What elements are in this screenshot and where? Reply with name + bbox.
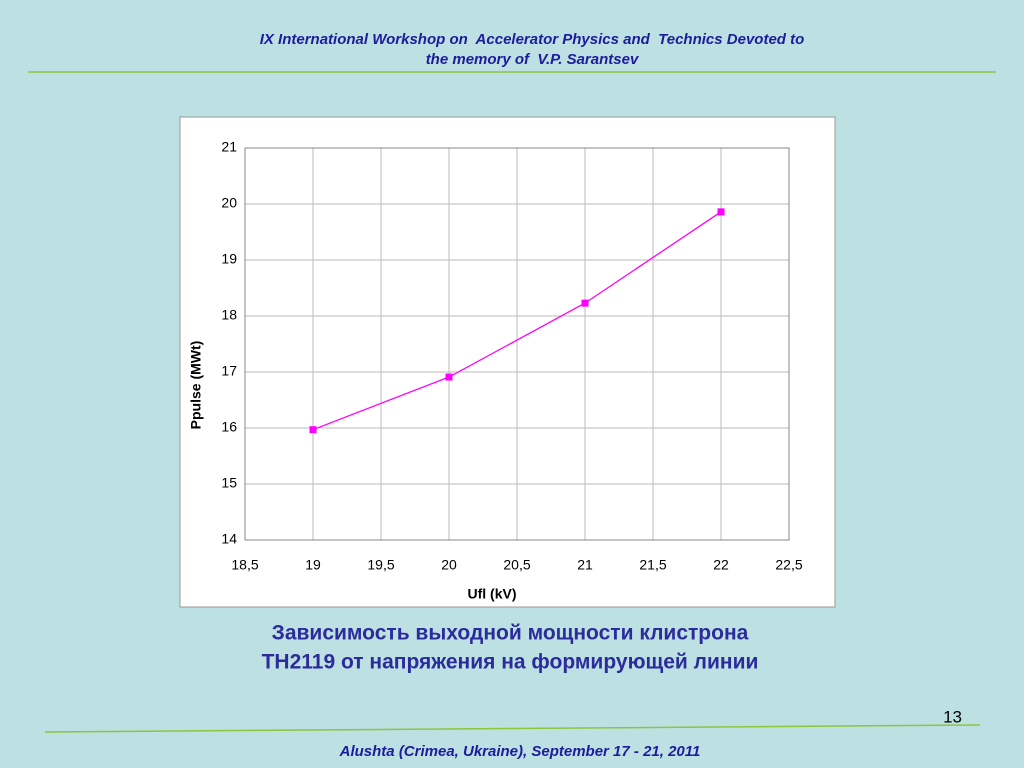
marker xyxy=(581,299,589,307)
x-tick-label: 22,5 xyxy=(775,557,802,573)
y-tick-label: 15 xyxy=(221,475,237,491)
caption: Зависимость выходной мощности клистрона xyxy=(272,622,749,645)
x-tick-label: 22 xyxy=(713,557,729,573)
x-tick-label: 20 xyxy=(441,557,457,573)
y-tick-label: 18 xyxy=(221,307,237,323)
line xyxy=(312,211,722,431)
marker xyxy=(717,208,725,216)
footer: Alushta (Crimea, Ukraine), September 17 … xyxy=(339,743,701,760)
header-title: the memory of V.P. Sarantsev xyxy=(426,51,640,68)
x-tick-label: 21 xyxy=(577,557,593,573)
x-tick-label: 18,5 xyxy=(231,557,258,573)
y-tick-label: 20 xyxy=(221,195,237,211)
x-tick-label: 19 xyxy=(305,557,321,573)
x-tick-label: 19,5 xyxy=(367,557,394,573)
y-tick-label: 14 xyxy=(221,531,237,547)
chart-panel xyxy=(179,116,836,608)
y-tick-label: 19 xyxy=(221,251,237,267)
x-tick-label: 21,5 xyxy=(639,557,666,573)
caption: ТН2119 от напряжения на формирующей лини… xyxy=(262,651,759,674)
marker xyxy=(445,373,453,381)
marker xyxy=(309,426,317,434)
plot-border xyxy=(244,147,790,541)
y-tick-label: 17 xyxy=(221,363,237,379)
y-axis-label: Ppulse (MWt) xyxy=(188,341,204,430)
x-tick-label: 20,5 xyxy=(503,557,530,573)
x-axis-label: Ufl (kV) xyxy=(468,586,517,602)
header-title: IX International Workshop on Accelerator… xyxy=(260,31,805,48)
y-tick-label: 16 xyxy=(221,419,237,435)
y-tick-label: 21 xyxy=(221,139,237,155)
plot: 14 15 16 17 18 19 20 21 18,5 19 19,5 20 20,5 21 21,5 22… xyxy=(221,139,802,573)
page-number: 13 xyxy=(943,707,962,726)
footer-rule xyxy=(44,724,981,733)
